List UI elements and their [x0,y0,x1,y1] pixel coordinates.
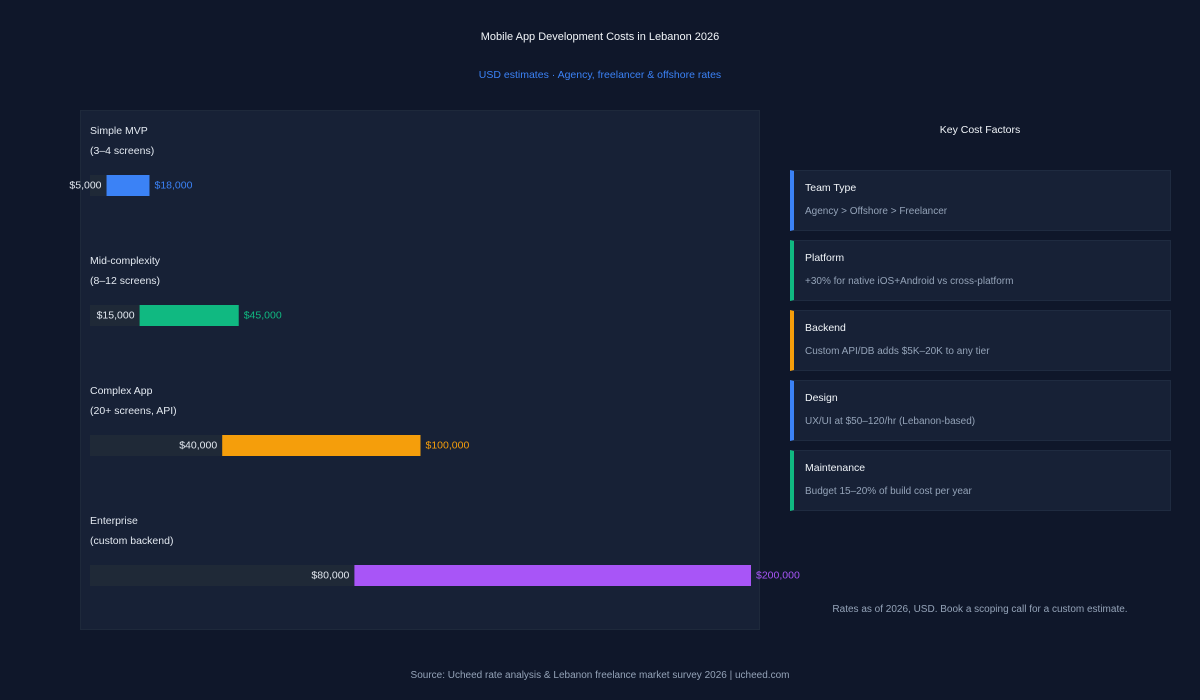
factor-description: Custom API/DB adds $5K–20K to any tier [805,346,990,357]
factor-description: +30% for native iOS+Android vs cross-pla… [805,276,1014,287]
factor-name: Team Type [805,182,857,194]
chart-title: Mobile App Development Costs in Lebanon … [480,31,720,43]
factor-card-backend: Backend Custom API/DB adds $5K–20K to an… [790,310,1171,371]
factor-name: Platform [805,252,845,264]
source-footer: Source: Ucheed rate analysis & Lebanon f… [410,670,790,681]
factor-name: Backend [805,322,846,334]
chart-subtitle: USD estimates · Agency, freelancer & off… [478,69,722,81]
key-factors-title: Key Cost Factors [939,124,1021,136]
factor-description: Agency > Offshore > Freelancer [805,206,948,217]
factor-name: Maintenance [805,462,866,474]
range-max-label: $200,000 [756,569,800,581]
factor-card-team-type: Team Type Agency > Offshore > Freelancer [790,170,1171,231]
factor-card-maintenance: Maintenance Budget 15–20% of build cost … [790,450,1171,511]
chart-panel [80,110,760,630]
factor-name: Design [805,392,838,404]
factor-description: UX/UI at $50–120/hr (Lebanon-based) [805,416,976,427]
factor-card-design: Design UX/UI at $50–120/hr (Lebanon-base… [790,380,1171,441]
factor-card-platform: Platform +30% for native iOS+Android vs … [790,240,1171,301]
factor-description: Budget 15–20% of build cost per year [805,486,972,497]
rates-note: Rates as of 2026, USD. Book a scoping ca… [832,604,1128,615]
